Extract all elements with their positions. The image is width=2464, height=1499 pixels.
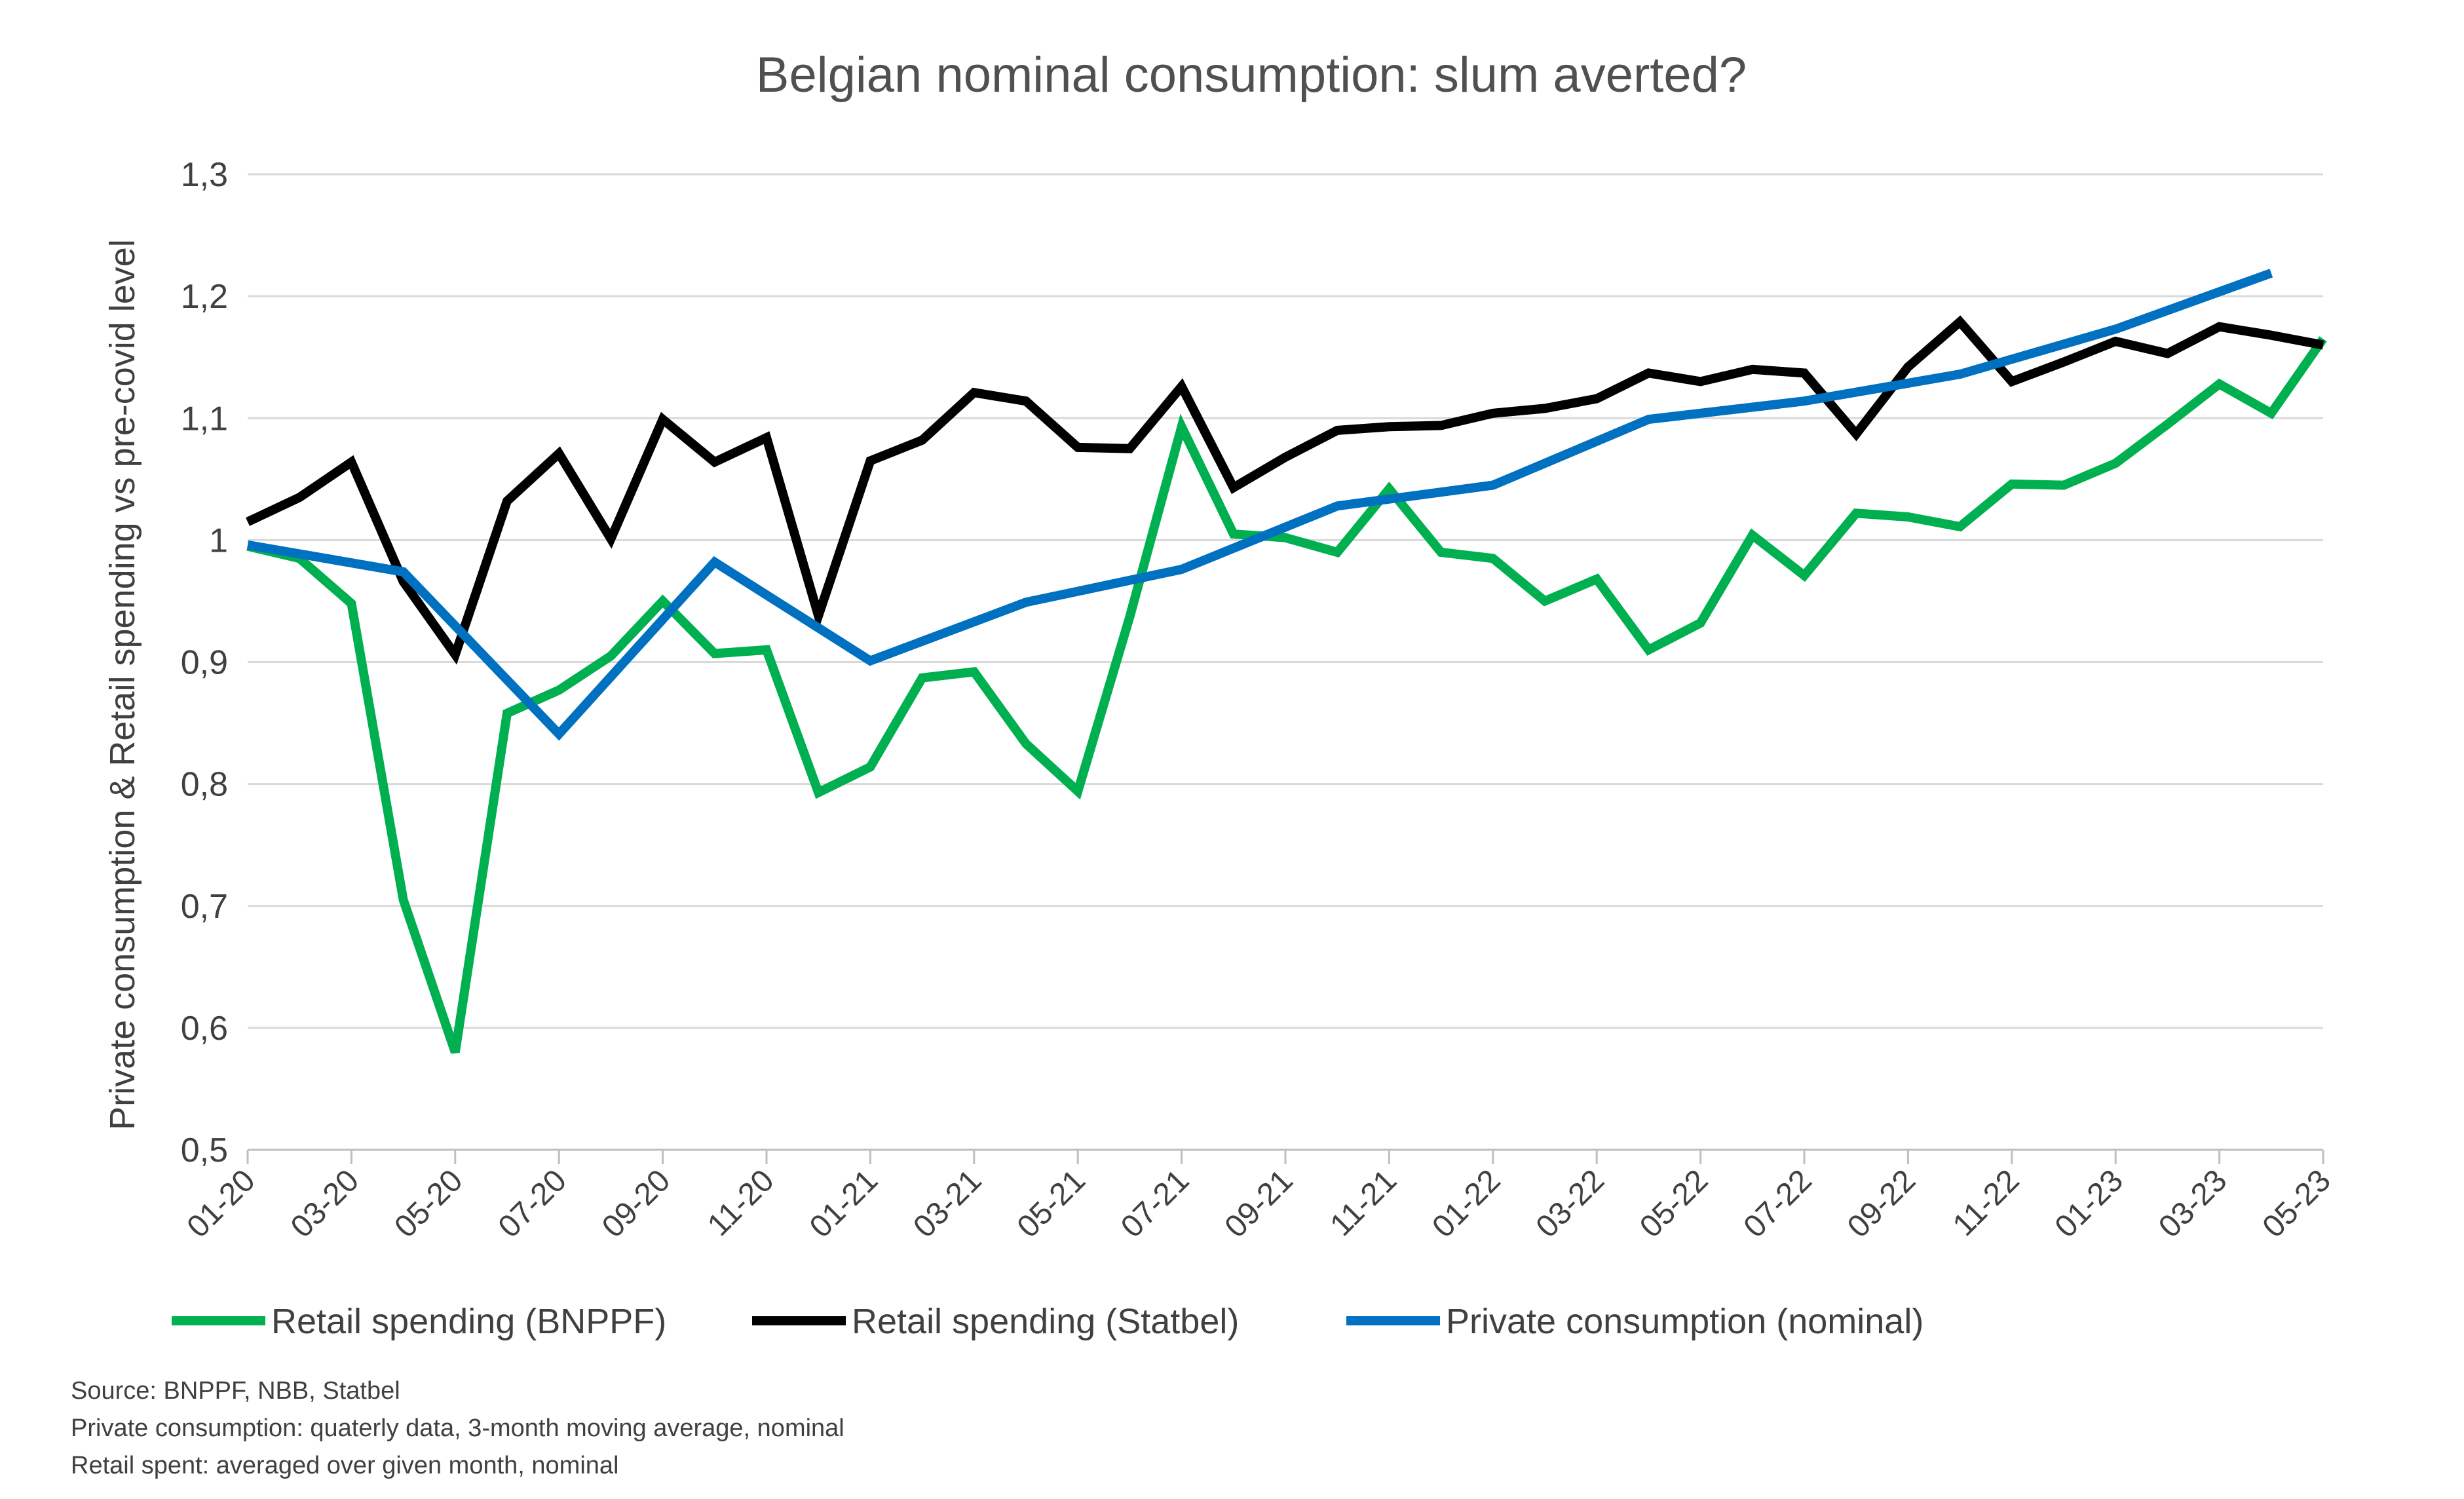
x-tick-label: 09-22 xyxy=(1841,1163,1922,1244)
y-tick-label: 0,6 xyxy=(181,1010,228,1048)
x-tick-label: 11-21 xyxy=(1323,1163,1403,1243)
x-tick-labels: 01-20 03-20 05-20 07-20 09-20 11-20 01-21 03-21… xyxy=(180,1163,2337,1244)
y-tick-label: 1,2 xyxy=(181,278,228,316)
y-tick-label: 0,8 xyxy=(181,766,228,804)
x-tick-label: 09-20 xyxy=(596,1163,677,1244)
x-tick-label: 03-23 xyxy=(2152,1163,2233,1244)
x-tick-label: 09-21 xyxy=(1218,1163,1299,1244)
chart-title: Belgian nominal consumption: slum averte… xyxy=(756,47,1747,103)
x-tick-label: 05-21 xyxy=(1011,1163,1092,1244)
series-line-3 xyxy=(246,269,2273,741)
legend: Retail spending (BNPPF) Retail spending (… xyxy=(172,1302,1924,1341)
x-tick-label: 07-20 xyxy=(492,1163,573,1244)
legend-label: Retail spending (BNPPF) xyxy=(271,1302,666,1341)
note-retail: Retail spent: averaged over given month,… xyxy=(71,1452,618,1479)
x-tick-label: 01-20 xyxy=(180,1163,261,1244)
x-tick-label: 03-22 xyxy=(1530,1163,1611,1244)
x-tick-label: 05-23 xyxy=(2256,1163,2337,1244)
x-tick-label: 03-20 xyxy=(284,1163,366,1244)
y-tick-label: 0,5 xyxy=(181,1131,228,1169)
legend-label: Private consumption (nominal) xyxy=(1446,1302,1924,1341)
source-notes: Source: BNPPF, NBB, Statbel Private cons… xyxy=(71,1377,844,1479)
series-line-1 xyxy=(246,336,2327,1054)
x-tick-label: 05-22 xyxy=(1633,1163,1715,1244)
x-tick-label: 11-22 xyxy=(1946,1163,2026,1243)
note-source: Source: BNPPF, NBB, Statbel xyxy=(71,1377,400,1405)
x-axis xyxy=(246,1148,2324,1164)
x-tick-label: 05-20 xyxy=(388,1163,469,1244)
series-line-2 xyxy=(246,315,2324,665)
x-tick-label: 07-21 xyxy=(1114,1163,1196,1244)
y-tick-label: 0,7 xyxy=(181,888,228,926)
x-tick-label: 01-23 xyxy=(2049,1163,2130,1244)
y-tick-label: 1 xyxy=(209,522,228,560)
y-axis-label: Private consumption & Retail spending vs… xyxy=(103,239,142,1130)
y-tick-labels: 0,5 0,6 0,7 0,8 0,9 1 1,1 1,2 1,3 xyxy=(181,156,228,1169)
x-tick-label: 01-21 xyxy=(803,1163,884,1244)
x-tick-label: 11-20 xyxy=(701,1163,781,1243)
gridlines xyxy=(248,173,2323,1029)
x-tick-label: 07-22 xyxy=(1737,1163,1818,1244)
note-private-consumption: Private consumption: quaterly data, 3-mo… xyxy=(71,1414,844,1442)
y-tick-label: 1,1 xyxy=(181,400,228,438)
x-tick-label: 03-21 xyxy=(907,1163,988,1244)
x-tick-label: 01-22 xyxy=(1426,1163,1507,1244)
y-tick-label: 0,9 xyxy=(181,644,228,682)
series-lines xyxy=(246,269,2327,1054)
y-tick-label: 1,3 xyxy=(181,156,228,194)
legend-label: Retail spending (Statbel) xyxy=(852,1302,1239,1341)
